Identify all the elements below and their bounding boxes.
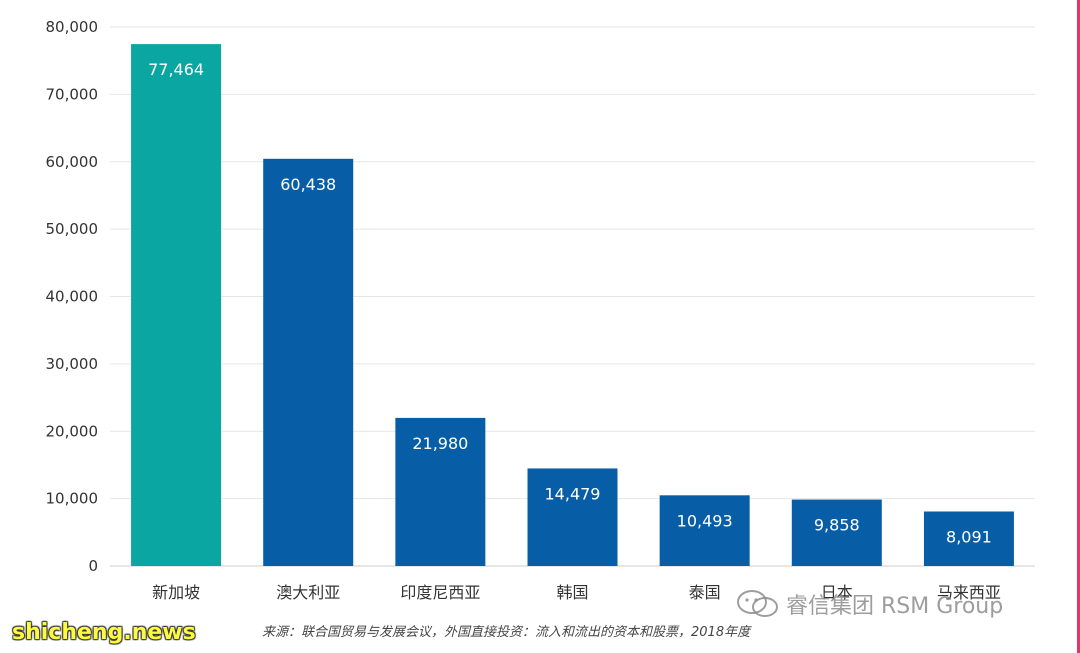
y-tick-label: 10,000 (46, 490, 99, 508)
bar-value-label: 14,479 (545, 484, 601, 503)
y-axis: 0 10,000 20,000 30,000 40,000 50,000 60,000 70,… (46, 18, 99, 575)
x-tick-label: 新加坡 (152, 583, 200, 602)
y-tick-label: 0 (88, 557, 98, 575)
y-tick-label: 60,000 (46, 153, 99, 171)
site-watermark: shicheng.news (12, 620, 196, 645)
x-tick-label: 日本 (821, 583, 853, 602)
bar-value-label: 21,980 (412, 434, 468, 453)
bar-value-label: 77,464 (148, 60, 204, 79)
y-tick-label: 20,000 (46, 422, 99, 440)
x-axis: 新加坡 澳大利亚 印度尼西亚 韩国 泰国 日本 马来西亚 (152, 583, 1001, 602)
bar-value-label: 60,438 (280, 175, 336, 194)
x-tick-label: 马来西亚 (937, 583, 1001, 602)
bar-value-label: 10,493 (677, 511, 733, 530)
bar (527, 468, 618, 566)
bar (263, 158, 354, 566)
source-note: 来源：联合国贸易与发展会议，外国直接投资：流入和流出的资本和股票，2018年度 (262, 625, 751, 640)
x-tick-label: 韩国 (556, 583, 588, 602)
bars: 77,464 60,438 21,980 14,479 10,493 9,858 8,091 (131, 44, 1014, 566)
bar (131, 44, 222, 566)
brand-watermark: 睿信集团 RSM Group (736, 588, 1003, 620)
right-edge-accent (1077, 0, 1080, 653)
x-tick-label: 印度尼西亚 (400, 583, 480, 602)
y-tick-label: 80,000 (46, 18, 99, 36)
wechat-icon (736, 589, 780, 619)
bar (791, 499, 882, 566)
x-tick-label: 泰国 (689, 583, 721, 602)
y-tick-label: 30,000 (46, 355, 99, 373)
bar-value-label: 8,091 (946, 527, 992, 546)
y-tick-label: 50,000 (46, 220, 99, 238)
bar-value-label: 9,858 (814, 516, 860, 535)
bar (395, 417, 486, 566)
brand-name: 睿信集团 RSM Group (786, 594, 1004, 619)
bar (923, 511, 1014, 566)
bar (659, 495, 750, 566)
y-tick-label: 40,000 (46, 288, 99, 306)
y-tick-label: 70,000 (46, 85, 99, 103)
x-tick-label: 澳大利亚 (276, 583, 340, 602)
